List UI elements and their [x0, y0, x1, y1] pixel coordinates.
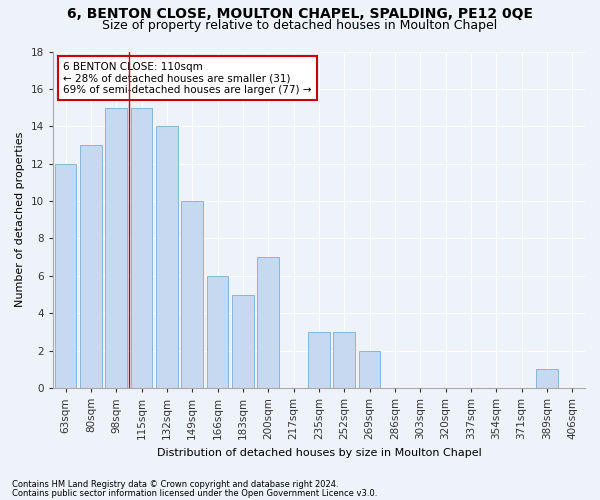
Bar: [181, 201, 203, 388]
Text: Contains HM Land Registry data © Crown copyright and database right 2024.: Contains HM Land Registry data © Crown c…: [12, 480, 338, 489]
Bar: [257, 257, 279, 388]
Y-axis label: Number of detached properties: Number of detached properties: [15, 132, 25, 308]
Bar: [232, 294, 254, 388]
Bar: [334, 332, 355, 388]
Bar: [359, 350, 380, 388]
Bar: [80, 145, 101, 388]
Bar: [156, 126, 178, 388]
Bar: [536, 370, 558, 388]
Text: Size of property relative to detached houses in Moulton Chapel: Size of property relative to detached ho…: [103, 19, 497, 32]
Bar: [207, 276, 229, 388]
Bar: [55, 164, 76, 388]
Bar: [308, 332, 329, 388]
Text: 6, BENTON CLOSE, MOULTON CHAPEL, SPALDING, PE12 0QE: 6, BENTON CLOSE, MOULTON CHAPEL, SPALDIN…: [67, 8, 533, 22]
Bar: [131, 108, 152, 388]
Bar: [106, 108, 127, 388]
X-axis label: Distribution of detached houses by size in Moulton Chapel: Distribution of detached houses by size …: [157, 448, 481, 458]
Text: 6 BENTON CLOSE: 110sqm
← 28% of detached houses are smaller (31)
69% of semi-det: 6 BENTON CLOSE: 110sqm ← 28% of detached…: [64, 62, 312, 95]
Text: Contains public sector information licensed under the Open Government Licence v3: Contains public sector information licen…: [12, 488, 377, 498]
